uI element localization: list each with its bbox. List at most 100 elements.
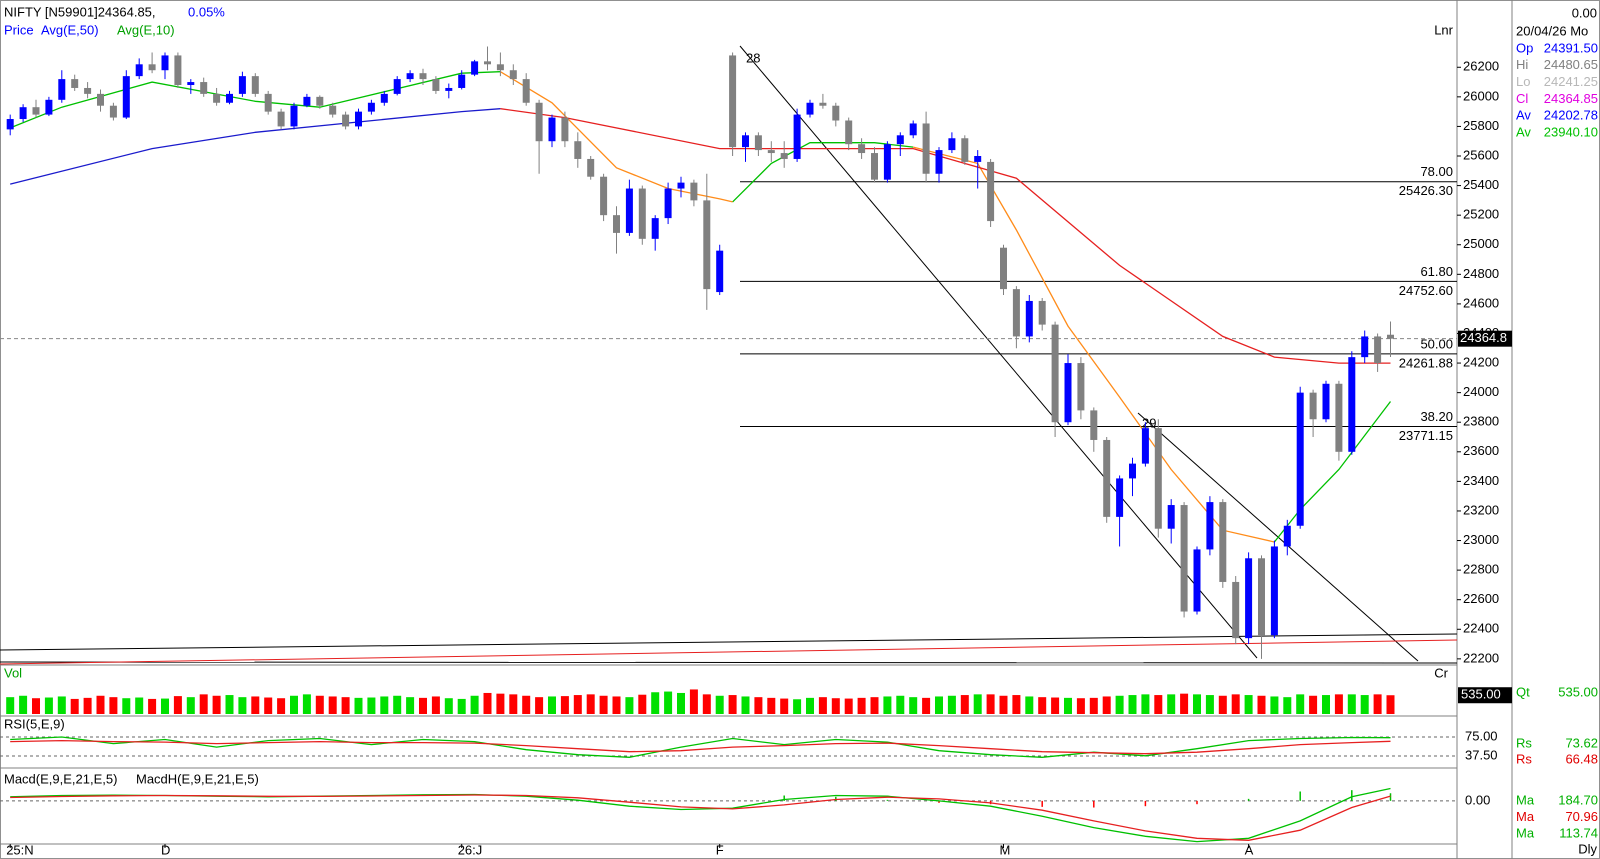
info-top: 0.00 [1572, 5, 1597, 20]
volume-bar [161, 698, 169, 714]
x-tick-label: M [1000, 842, 1011, 857]
candle-body [909, 123, 917, 136]
candle-body [393, 79, 401, 94]
volume-bar [715, 695, 724, 714]
volume-bar [793, 699, 802, 714]
volume-bar [1283, 697, 1292, 714]
candle-body [161, 55, 169, 71]
fib-pct: 78.00 [1420, 164, 1453, 179]
volume-bar [444, 698, 453, 714]
volume-bar [186, 697, 195, 714]
candle-body [135, 64, 143, 77]
volume-bar [354, 697, 363, 714]
volume-bar [1205, 695, 1214, 714]
x-tick-label: 26:J [458, 842, 483, 857]
volume-bar [1102, 696, 1111, 714]
candle-body [832, 105, 840, 121]
candle-body [703, 200, 711, 290]
y-tick-label: 26200 [1463, 59, 1499, 74]
candle-body [613, 215, 620, 233]
candle-body [651, 218, 659, 239]
info-label: Rs [1516, 751, 1532, 766]
volume-bar [1089, 697, 1098, 714]
candle-body [677, 182, 685, 189]
volume-bar [780, 698, 789, 714]
candle-body [6, 119, 14, 130]
panel-borders [0, 0, 1513, 859]
volume-bar [1218, 695, 1227, 714]
volume-bar [406, 697, 415, 714]
volume-bar [1025, 696, 1034, 714]
volume-bar [341, 697, 350, 714]
volume-bar [664, 691, 673, 714]
y-tick-label: 24600 [1463, 295, 1499, 310]
candle-body [1361, 336, 1369, 358]
info-value: 66.48 [1565, 751, 1598, 766]
candle-body [148, 64, 156, 71]
last-price-label: 24364.8 [1460, 330, 1507, 345]
candle-body [303, 96, 311, 106]
y-tick-label: 22600 [1463, 591, 1499, 606]
candle-body [419, 73, 427, 80]
candle-body [600, 176, 608, 216]
y-tick-label: 25000 [1463, 236, 1499, 251]
candle-body [742, 135, 749, 148]
volume-bar [844, 698, 853, 714]
info-label: Qt [1516, 684, 1530, 699]
volume-bar [212, 695, 221, 714]
volume-bar [277, 698, 286, 714]
y-tick-label: 23200 [1463, 502, 1499, 517]
volume-bar [1244, 695, 1253, 714]
series-line [10, 739, 1391, 755]
candle-body [1245, 558, 1253, 639]
volume-bar [986, 694, 995, 714]
volume-bar [741, 696, 750, 714]
volume-bar [677, 692, 685, 714]
period: Dly [1578, 841, 1597, 856]
candle-body [1219, 502, 1227, 582]
candle-body [961, 138, 969, 162]
candle-body [845, 120, 853, 145]
candle-body [1167, 505, 1175, 529]
volume-bar [19, 695, 28, 714]
candle-body [45, 99, 53, 115]
candle-body [1154, 428, 1162, 529]
candle-body [1000, 247, 1007, 290]
volume-bar [638, 694, 647, 714]
candle-body [1012, 289, 1020, 337]
y-tick-label: 25800 [1463, 118, 1499, 133]
y-tick-label: 26000 [1463, 88, 1499, 103]
candle-body [1038, 300, 1046, 325]
candle-body [1322, 383, 1330, 420]
candle-body [406, 73, 414, 80]
fib-price: 24261.88 [1399, 355, 1453, 370]
panel-title: MacdH(E,9,E,21,E,5) [136, 771, 259, 786]
candle-body [587, 158, 595, 177]
candle-body [625, 188, 633, 233]
candle-body [561, 117, 569, 142]
candle-body [896, 135, 904, 145]
volume-bar [1360, 695, 1369, 714]
candle-body [935, 150, 943, 174]
volume-bar [1334, 694, 1343, 714]
candle-body [32, 107, 40, 115]
y-tick-label: 25600 [1463, 147, 1499, 162]
volume-bar [199, 694, 208, 714]
volume-bar [173, 696, 182, 714]
volume-bar [1128, 695, 1137, 714]
y-tick-label: 25400 [1463, 177, 1499, 192]
candle-body [948, 138, 956, 151]
drawings [0, 45, 1458, 665]
candle-body [355, 111, 362, 127]
candle-body [1064, 363, 1072, 423]
volume-bar [1064, 697, 1072, 714]
candle-body [1077, 363, 1085, 411]
candle-body [1335, 383, 1343, 452]
volume-bar [1270, 696, 1279, 714]
candle-body [277, 111, 285, 127]
volume-bar [947, 695, 956, 714]
volume-bar [135, 697, 144, 714]
y-tick-label: 23600 [1463, 443, 1499, 458]
volume-bar [599, 695, 608, 714]
